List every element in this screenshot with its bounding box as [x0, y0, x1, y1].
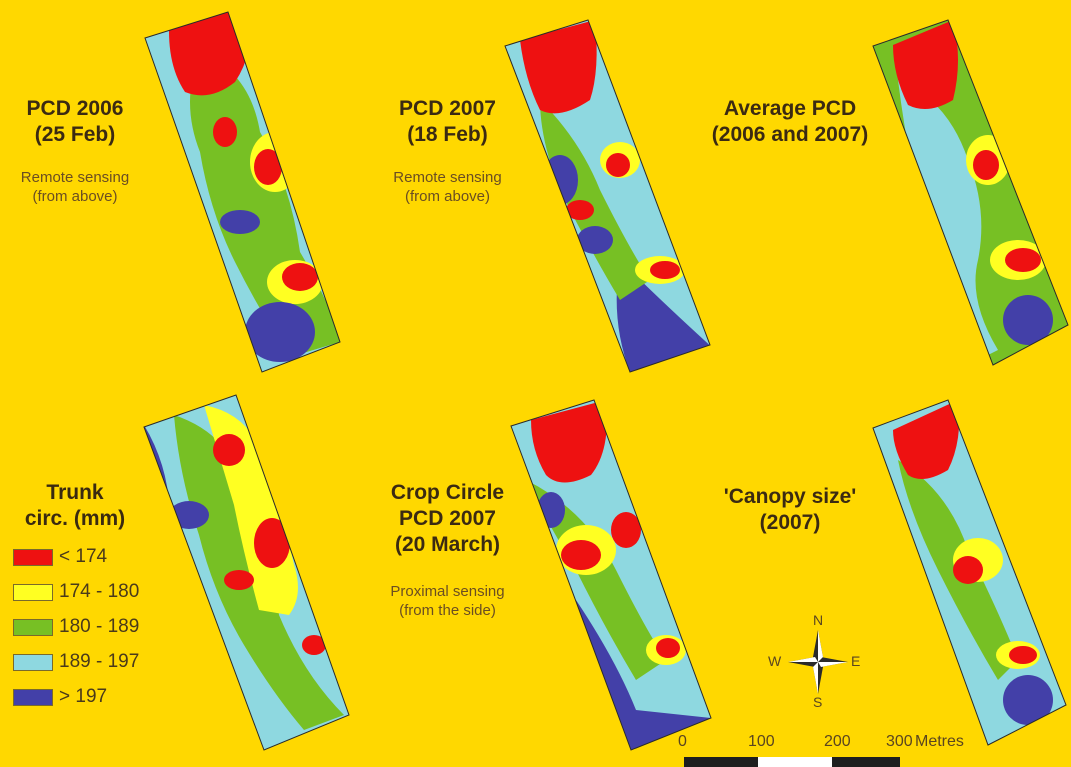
scale-segment — [758, 757, 832, 767]
legend-swatch — [13, 583, 53, 601]
legend-swatch — [13, 653, 53, 671]
legend-item: > 197 — [13, 686, 107, 707]
legend-title: Trunk circ. (mm) — [24, 481, 126, 530]
legend-item: 180 - 189 — [13, 616, 139, 637]
legend-swatch — [13, 688, 53, 706]
legend-item: < 174 — [13, 546, 107, 567]
panel-subtitle-pcd2006: Remote sensing (from above) — [20, 169, 130, 205]
panel-subtitle-crop-circle: Proximal sensing (from the side) — [390, 583, 505, 619]
panel-title-average-pcd: Average PCD (2006 and 2007) — [711, 97, 869, 146]
compass-east: E — [851, 653, 861, 669]
panel-subtitle-pcd2007: Remote sensing (from above) — [393, 169, 502, 205]
compass-west: W — [768, 653, 782, 669]
panel-title-crop-circle: Crop Circle PCD 2007 (20 March) — [390, 481, 505, 556]
panel-title-pcd2007: PCD 2007 (18 Feb) — [399, 97, 496, 146]
compass-north: N — [813, 612, 824, 628]
scale-unit: Metres — [915, 733, 964, 750]
scale-tick-label: 200 — [824, 733, 851, 750]
scale-bar: 0 100 200 300 Metres — [664, 733, 974, 767]
compass-star-icon — [788, 630, 848, 694]
panel-title-canopy-size: 'Canopy size' (2007) — [723, 485, 857, 534]
scale-segment — [832, 757, 900, 767]
legend-item: 174 - 180 — [13, 581, 139, 602]
map-strip-average-pcd — [872, 19, 1069, 366]
map-strip-pcd2006 — [144, 11, 341, 373]
scale-tick-label: 0 — [678, 733, 687, 750]
map-strip-trunk-circumference — [143, 394, 350, 751]
map-strip-canopy-size — [872, 399, 1067, 746]
scale-segment — [684, 757, 758, 767]
scale-tick-label: 300 — [886, 733, 913, 750]
map-strip-crop-circle — [510, 399, 712, 751]
compass-south: S — [813, 694, 823, 710]
compass-rose: N S W E — [762, 612, 862, 712]
scale-tick-label: 100 — [748, 733, 775, 750]
panel-title-pcd2006: PCD 2006 (25 Feb) — [26, 97, 124, 146]
map-strip-pcd2007 — [504, 19, 711, 373]
legend-swatch — [13, 618, 53, 636]
legend-item: 189 - 197 — [13, 651, 139, 672]
legend-swatch — [13, 548, 53, 566]
